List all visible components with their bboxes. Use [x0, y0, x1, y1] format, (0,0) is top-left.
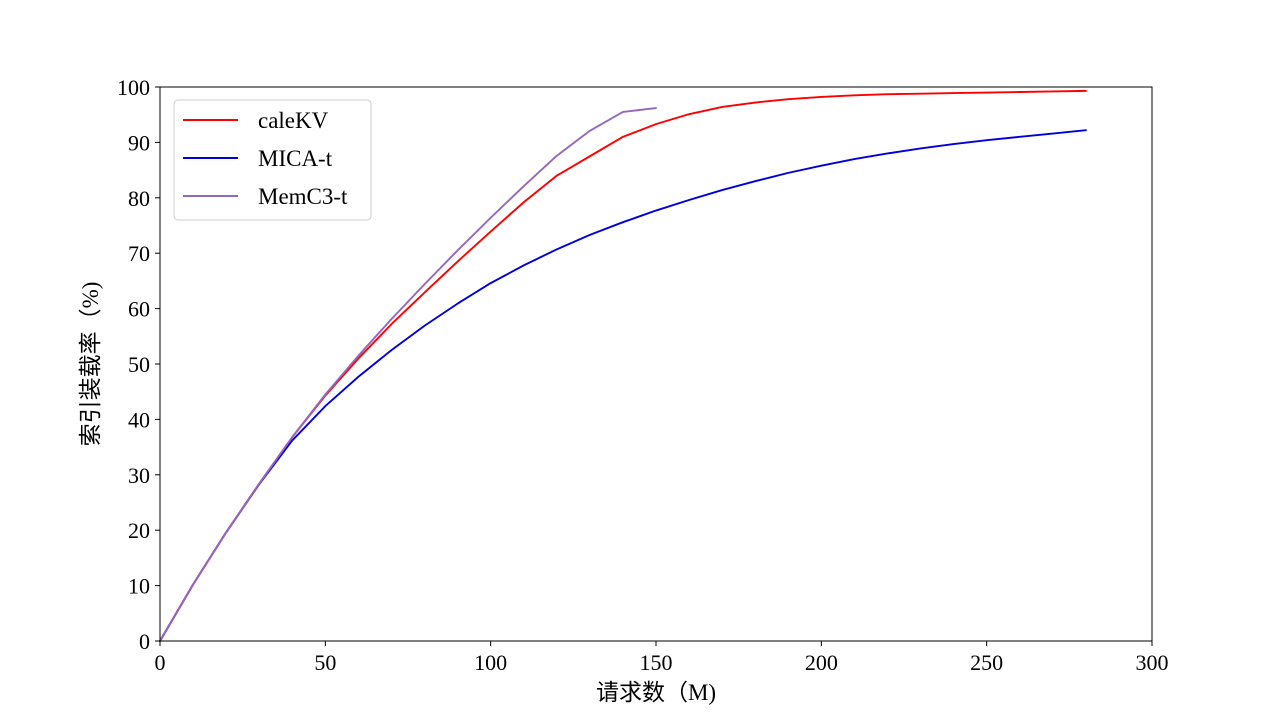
legend-frame: [173, 99, 372, 221]
x-tick-label: 250: [970, 650, 1003, 675]
series-line-2: [159, 129, 1087, 642]
y-tick-label: 90: [128, 130, 150, 155]
x-tick-label: 0: [155, 650, 166, 675]
y-tick-label: 50: [128, 352, 150, 377]
x-axis-title: 请求数（M): [596, 680, 716, 705]
legend-label-1: caleKV: [258, 108, 329, 133]
x-tick-label: 150: [640, 650, 673, 675]
series-line-3: [159, 107, 657, 642]
y-tick-label: 60: [128, 297, 150, 322]
y-tick-label: 40: [128, 407, 150, 432]
x-tick-label: 100: [474, 650, 507, 675]
y-tick-label: 30: [128, 463, 150, 488]
y-tick-label: 70: [128, 241, 150, 266]
x-tick-label: 300: [1136, 650, 1169, 675]
legend-label-2: MICA-t: [258, 146, 333, 171]
y-tick-label: 20: [128, 518, 150, 543]
legend: caleKV MICA-t MemC3-t: [173, 99, 372, 221]
axes-layer: 0 50 100 150 200 250 300 0 10 20 30 40 50 60 70 80 90 100: [117, 75, 1169, 675]
y-axis-title: 索引装载率（%): [78, 282, 103, 447]
y-tick-label: 100: [117, 75, 150, 100]
x-tick-label: 50: [314, 650, 336, 675]
y-tick-label: 80: [128, 186, 150, 211]
y-tick-label: 0: [139, 629, 150, 654]
series-layer: [159, 89, 1087, 642]
legend-label-3: MemC3-t: [258, 184, 348, 209]
x-tick-label: 200: [805, 650, 838, 675]
y-tick-label: 10: [128, 574, 150, 599]
